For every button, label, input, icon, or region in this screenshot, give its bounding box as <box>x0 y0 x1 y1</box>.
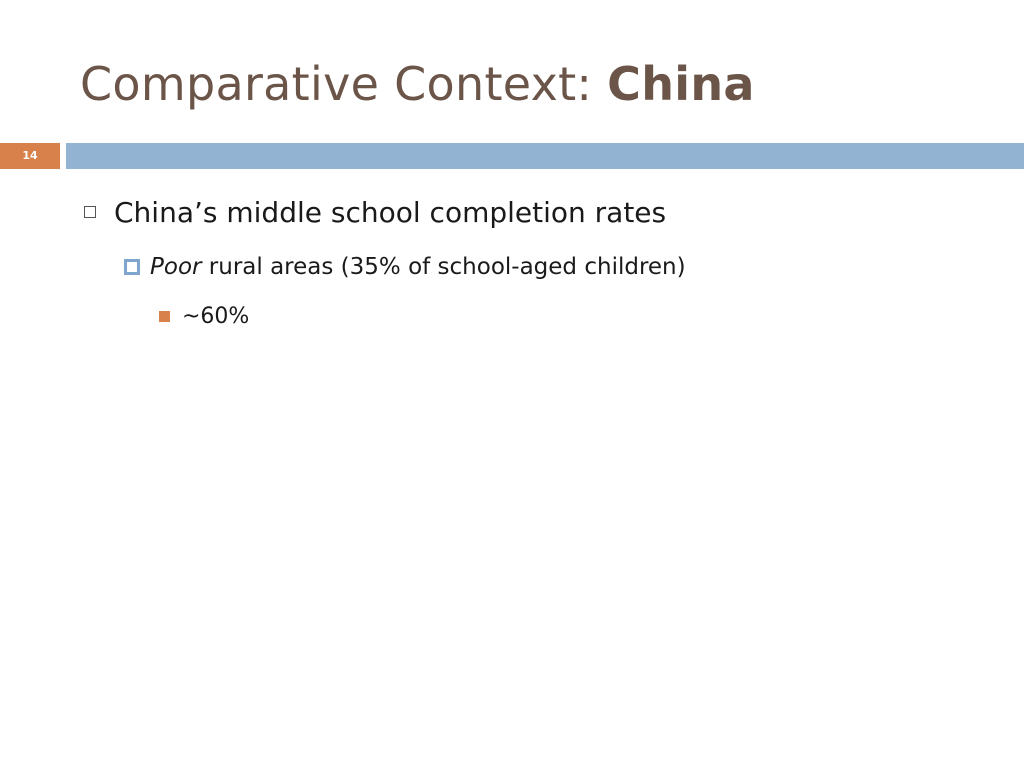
orange-square-bullet-icon <box>159 310 170 322</box>
bullet-level-2-text: rural areas (35% of school-aged children… <box>201 254 686 280</box>
blue-square-bullet-icon <box>124 259 140 275</box>
bullet-level-2: Poor rural areas (35% of school-aged chi… <box>124 250 686 284</box>
bullet-level-1-text: China’s middle school completion rates <box>114 195 667 229</box>
header-divider-bar <box>66 143 1024 169</box>
slide-title: Comparative Context: China <box>80 52 755 116</box>
bullet-level-3-text: ~60% <box>182 303 250 329</box>
slide-number: 14 <box>0 143 60 169</box>
title-emphasis: China <box>607 57 755 111</box>
bullet-level-1: China’s middle school completion rates <box>84 192 666 232</box>
bullet-level-3: ~60% <box>159 300 249 332</box>
title-text: Comparative Context: <box>80 57 608 111</box>
bullet-level-2-italic-text: Poor <box>150 254 202 280</box>
hollow-square-bullet-icon <box>84 206 96 218</box>
bullet-list: China’s middle school completion rates P… <box>84 192 686 332</box>
